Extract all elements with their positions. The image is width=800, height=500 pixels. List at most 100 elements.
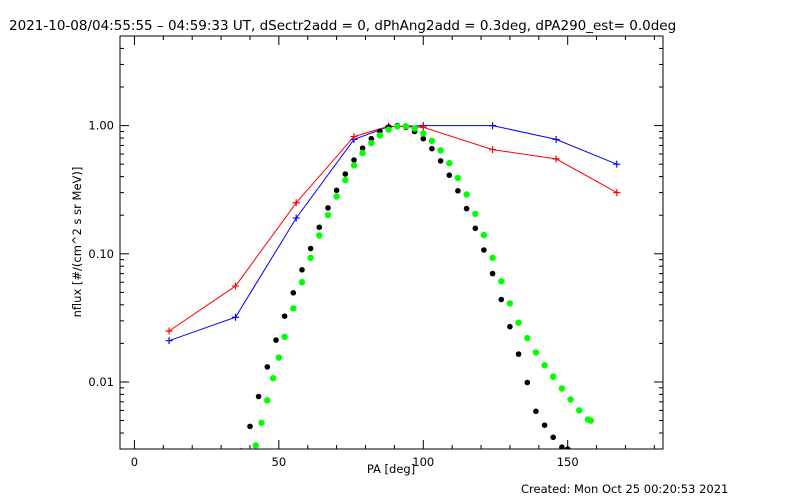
x-tick-label: 150 <box>557 455 579 469</box>
series-black-point <box>255 393 262 400</box>
markers-layer <box>165 122 621 449</box>
series-green-point <box>411 125 418 132</box>
series-blue-marker <box>613 160 621 168</box>
series-black-point <box>437 158 444 164</box>
series-blue-marker <box>489 122 497 130</box>
series-black-point <box>316 224 323 231</box>
series-black-point <box>455 188 461 194</box>
series-black-point <box>264 364 271 370</box>
series-black-point <box>507 323 513 330</box>
series-black-point <box>463 205 470 212</box>
series-black-point <box>359 145 366 151</box>
series-green-point <box>298 279 306 286</box>
series-green-point <box>350 162 358 169</box>
series-black-point <box>489 270 496 277</box>
series-green-point <box>506 300 514 307</box>
series-black-point <box>498 296 505 303</box>
series-black-point <box>290 290 297 296</box>
series-black-point <box>342 171 349 177</box>
series-red-marker <box>165 327 173 335</box>
series-black-point <box>299 267 305 273</box>
series-green-point <box>275 354 283 361</box>
series-green-point <box>480 231 488 239</box>
series-black-point <box>307 245 314 252</box>
series-green-point <box>515 319 522 326</box>
series-green-point <box>281 333 288 340</box>
series-black-point <box>524 379 531 386</box>
series-black-point <box>515 351 522 357</box>
x-axis-label: PA [deg] <box>367 462 415 476</box>
created-timestamp: Created: Mon Oct 25 00:20:53 2021 <box>521 482 728 496</box>
series-green-point <box>324 212 332 219</box>
series-blue-marker <box>165 337 173 345</box>
series-red-marker <box>489 146 497 154</box>
series-black-point <box>550 434 556 441</box>
series-green-point <box>437 147 444 154</box>
series-green-point <box>359 149 366 157</box>
series-green-point <box>269 375 277 382</box>
series-green-point <box>541 362 548 369</box>
axes-layer: 0 50 100 150 0.01 0.10 1.00 <box>88 35 663 469</box>
x-tick-label: 100 <box>412 455 434 469</box>
series-green-point <box>567 396 574 403</box>
series-red-marker <box>292 199 300 207</box>
series-red-marker <box>552 155 560 163</box>
series-blue-marker <box>292 214 300 222</box>
series-black-point <box>247 423 253 430</box>
series-green-point <box>385 126 392 133</box>
series-blue-marker <box>232 313 240 321</box>
series-black-point <box>429 145 435 152</box>
chart-title: 2021-10-08/04:55:55 – 04:59:33 UT, dSect… <box>9 18 676 34</box>
series-green-point <box>498 278 505 285</box>
series-black-point <box>281 313 288 320</box>
series-green-point <box>316 232 323 239</box>
series-red-marker <box>350 133 358 141</box>
series-blue-marker <box>552 135 560 143</box>
series-green-point <box>258 419 265 426</box>
series-green-point <box>454 174 462 182</box>
series-black-point <box>541 422 548 429</box>
series-green-point <box>290 305 297 312</box>
series-green-point <box>428 137 436 145</box>
series-black-point <box>420 135 427 142</box>
series-green-point <box>587 417 594 424</box>
series-green-point <box>550 373 557 380</box>
series-green-point <box>576 407 583 414</box>
series-green-point <box>394 123 401 130</box>
y-tick-label: 0.10 <box>88 247 114 261</box>
series-green-point <box>252 442 259 449</box>
series-green-point <box>558 385 566 392</box>
series-green-point <box>420 130 427 137</box>
x-tick-label: 0 <box>131 455 138 469</box>
series-green-point <box>376 132 384 139</box>
series-green-point <box>532 349 540 356</box>
series-black-point <box>533 408 539 415</box>
series-black-point <box>351 157 357 163</box>
series-green-point <box>463 191 470 198</box>
series-green-point <box>472 210 479 217</box>
series-green-point <box>402 123 410 130</box>
series-green-point <box>307 254 314 261</box>
series-green-point <box>264 397 271 404</box>
series-black-point <box>472 225 479 232</box>
series-black-point <box>273 337 279 343</box>
x-tick-label: 50 <box>272 455 287 469</box>
series-black-point <box>559 444 565 449</box>
series-green-point <box>524 334 531 342</box>
series-green-point <box>446 159 453 167</box>
plot-frame <box>119 35 664 450</box>
series-green-point <box>368 139 375 147</box>
series-red-marker <box>419 123 427 131</box>
series-black-point <box>368 135 375 142</box>
series-black-point <box>481 247 487 253</box>
series-green-point <box>333 193 340 200</box>
series-black-point <box>446 172 453 178</box>
series-black-point <box>333 187 340 194</box>
series-red-marker <box>613 189 621 197</box>
y-tick-label: 1.00 <box>88 119 114 133</box>
series-black-point <box>325 205 331 211</box>
y-tick-label: 0.01 <box>88 375 114 389</box>
series-green-point <box>489 254 496 261</box>
